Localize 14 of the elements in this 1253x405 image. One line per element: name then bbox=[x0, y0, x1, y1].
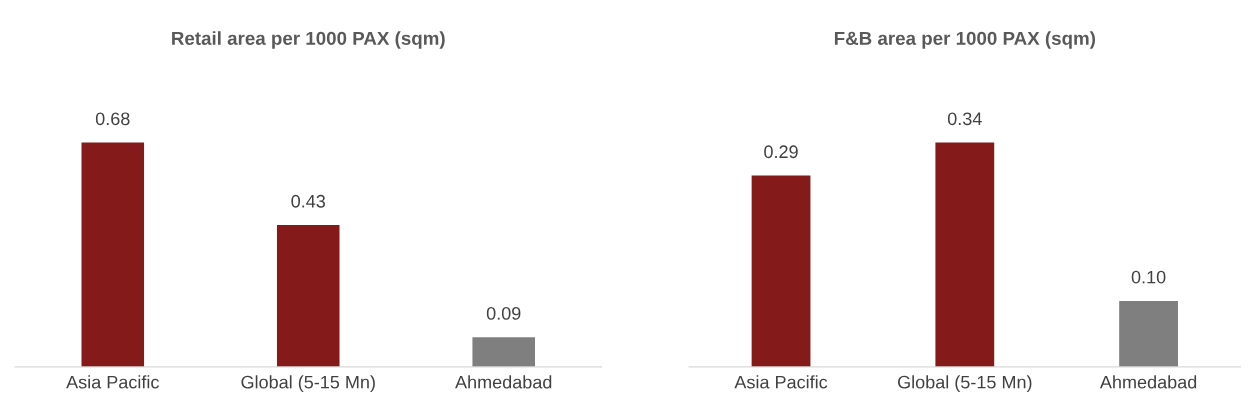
x-tick-label: Asia Pacific bbox=[734, 375, 828, 389]
x-tick-label: Global (5-15 Mn) bbox=[241, 375, 375, 393]
x-tick-label: Asia Pacific bbox=[66, 375, 159, 389]
data-label: 0.43 bbox=[291, 194, 326, 208]
chart-title: Retail area per 1000 PAX (sqm) bbox=[172, 31, 445, 49]
data-label: 0.10 bbox=[1131, 270, 1166, 284]
data-label: 0.34 bbox=[947, 112, 982, 126]
x-tick-label: Global (5-15 Mn) bbox=[897, 375, 1032, 393]
x-tick-label: Ahmedabad bbox=[455, 375, 552, 389]
x-tick-label: Ahmedabad bbox=[1099, 375, 1197, 389]
chart-title: F&B area per 1000 PAX (sqm) bbox=[834, 31, 1096, 49]
data-label: 0.09 bbox=[486, 307, 521, 320]
data-label: 0.68 bbox=[95, 112, 130, 126]
data-label: 0.29 bbox=[764, 145, 798, 159]
